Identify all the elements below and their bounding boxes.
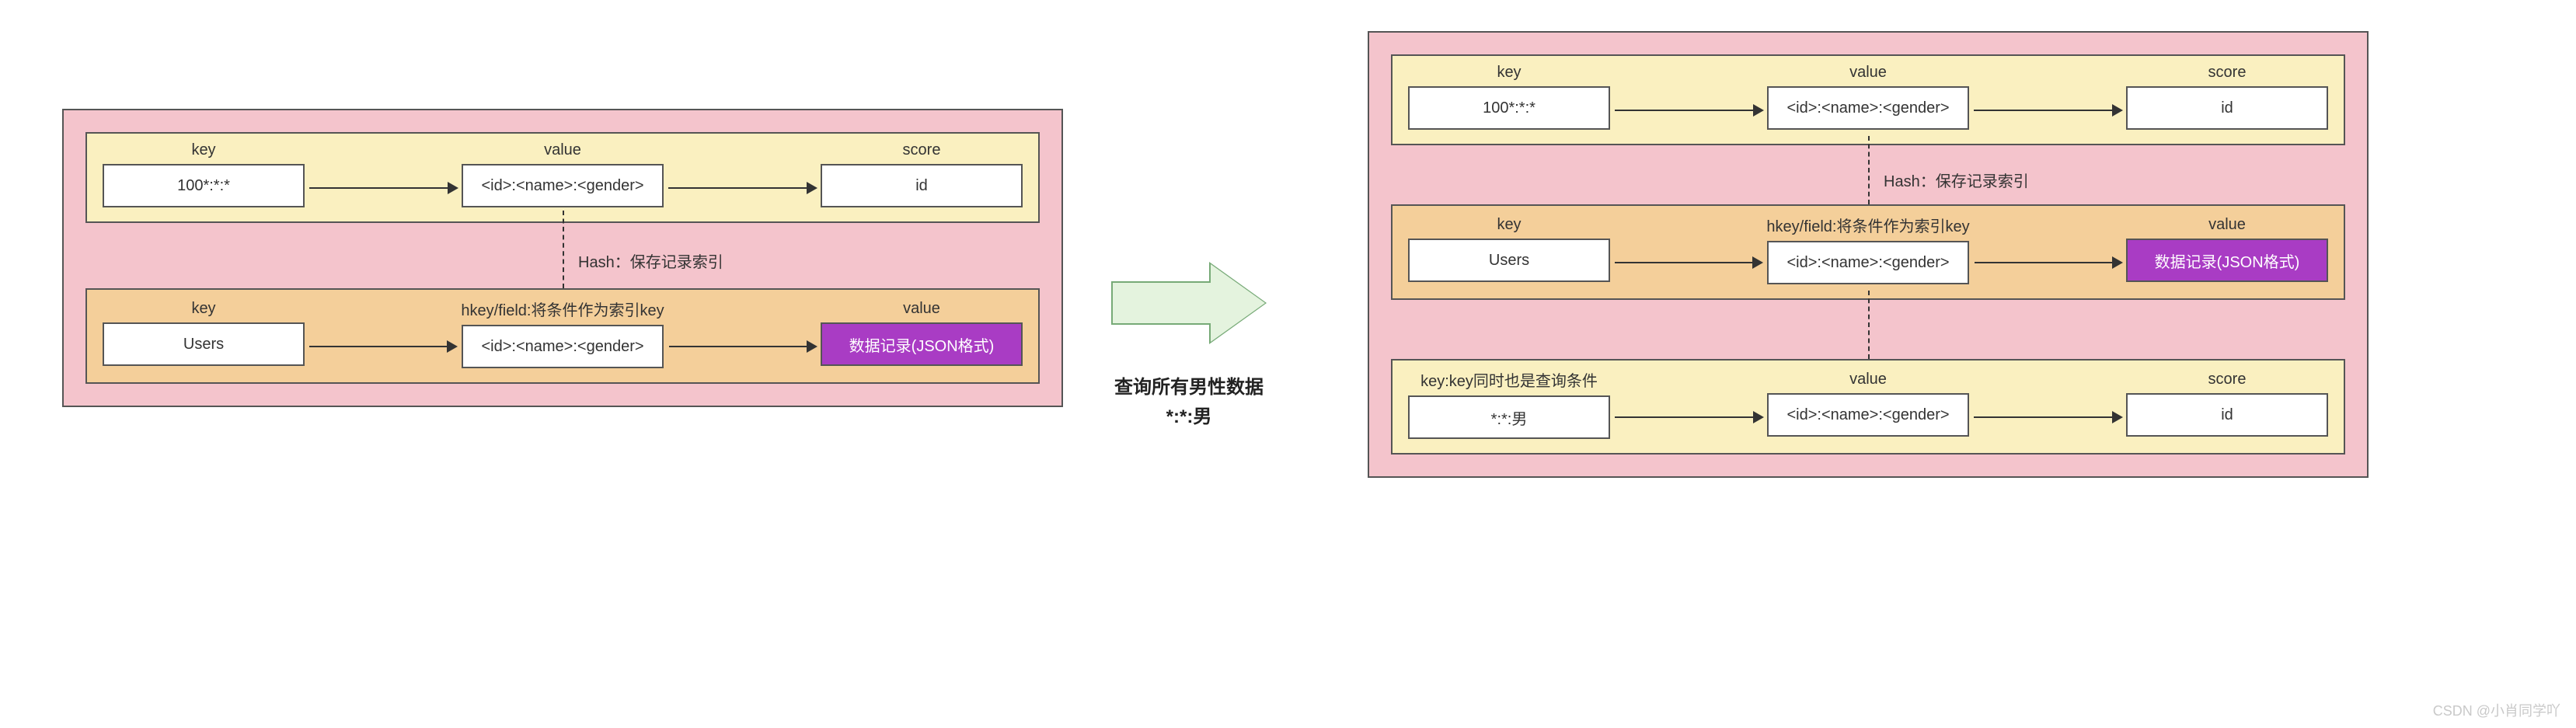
connector-area [1391,319,2345,359]
cell-wrap: score id [821,141,1023,207]
col-label: key [1497,64,1521,82]
arrow-icon [668,187,816,189]
row: key Users hkey/field:将条件作为索引key <id>:<na… [103,298,1023,368]
query-label: 查询所有男性数据 *:*:男 [1103,373,1274,433]
col-label: hkey/field:将条件作为索引key [1766,214,1969,236]
row: key:key同时也是查询条件 *:*:男 value <id>:<name>:… [1408,368,2328,439]
col-label: score [2208,64,2247,82]
arrow-icon [309,346,456,347]
left-panel: key 100*:*:* value <id>:<name>:<gender> … [62,109,1063,407]
arrow-icon [1615,416,1762,418]
col-label: score [903,141,941,159]
arrow-icon [1974,110,2121,111]
value-cell: <id>:<name>:<gender> [462,164,664,207]
arrow-icon [669,346,816,347]
data-record-cell: 数据记录(JSON格式) [2126,239,2328,282]
arrow-icon [309,187,457,189]
connector-area: Hash：保存记录索引 [1391,164,2345,204]
arrow-icon [1615,110,1762,111]
right-section-2: key:key同时也是查询条件 *:*:男 value <id>:<name>:… [1391,359,2345,455]
value-cell: <id>:<name>:<gender> [1767,393,1969,437]
cell-wrap: value <id>:<name>:<gender> [462,141,664,207]
score-cell: id [2126,86,2328,130]
hash-label: Hash：保存记录索引 [1884,169,2029,191]
col-label: score [2208,371,2247,388]
key-cell: Users [103,322,305,366]
value-cell: <id>:<name>:<gender> [1767,241,1969,284]
col-label: value [2208,216,2246,234]
watermark: CSDN @小肖同学吖 [2433,700,2560,720]
col-label: hkey/field:将条件作为索引key [461,298,664,320]
col-label: value [1849,64,1887,82]
connector-area: Hash：保存记录索引 [85,242,1040,288]
score-cell: id [821,164,1023,207]
left-section-0: key 100*:*:* value <id>:<name>:<gender> … [85,132,1040,223]
cell-wrap: hkey/field:将条件作为索引key <id>:<name>:<gende… [461,298,664,368]
col-label: value [1849,371,1887,388]
right-section-1: key Users hkey/field:将条件作为索引key <id>:<na… [1391,204,2345,300]
col-label: value [903,300,940,318]
right-section-0: key 100*:*:* value <id>:<name>:<gender> … [1391,54,2345,145]
dashed-connector [563,211,564,288]
arrow-icon [1975,262,2121,263]
hash-label: Hash：保存记录索引 [578,249,723,272]
right-panel: key 100*:*:* value <id>:<name>:<gender> … [1368,31,2369,478]
col-label: value [544,141,581,159]
key-cell: 100*:*:* [103,164,305,207]
key-cell: Users [1408,239,1610,282]
key-cell: 100*:*:* [1408,86,1610,130]
arrow-icon [1974,416,2121,418]
cell-wrap: key Users [103,300,305,366]
score-cell: id [2126,393,2328,437]
arrow-icon [1615,262,1762,263]
data-record-cell: 数据记录(JSON格式) [821,322,1023,366]
dashed-connector [1868,291,1870,359]
col-label: key [191,300,215,318]
key-cell: *:*:男 [1408,395,1610,439]
left-section-1: key Users hkey/field:将条件作为索引key <id>:<na… [85,288,1040,384]
big-arrow-icon [1111,264,1267,342]
col-label: key:key同时也是查询条件 [1420,368,1598,391]
query-line2: *:*:男 [1166,406,1212,427]
col-label: key [191,141,215,159]
cell-wrap: key 100*:*:* [103,141,305,207]
col-label: key [1497,216,1521,234]
dashed-connector [1868,136,1870,204]
value-cell: <id>:<name>:<gender> [1767,86,1969,130]
cell-wrap: value 数据记录(JSON格式) [821,300,1023,366]
row: key 100*:*:* value <id>:<name>:<gender> … [1408,64,2328,130]
query-line1: 查询所有男性数据 [1114,377,1264,398]
value-cell: <id>:<name>:<gender> [462,325,664,368]
row: key Users hkey/field:将条件作为索引key <id>:<na… [1408,214,2328,284]
row: key 100*:*:* value <id>:<name>:<gender> … [103,141,1023,207]
